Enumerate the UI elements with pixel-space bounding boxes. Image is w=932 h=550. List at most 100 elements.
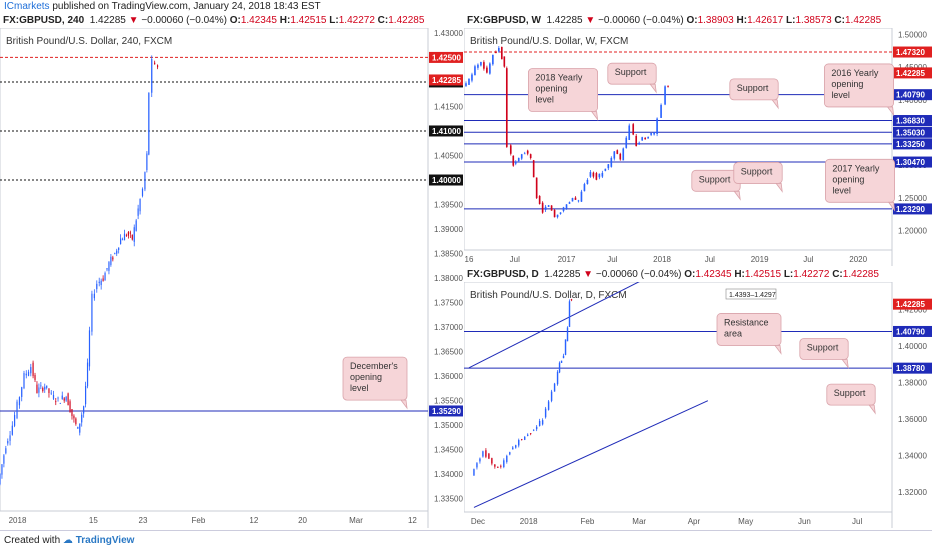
annotation-callout[interactable]: Support <box>733 162 783 193</box>
last-price-box <box>893 67 932 79</box>
annotation-callout[interactable]: Support <box>729 78 779 110</box>
high-value: 1.42617 <box>747 15 784 26</box>
price-label-box <box>429 125 463 137</box>
candle-body <box>559 212 562 214</box>
candle-body <box>595 173 598 180</box>
x-tick-label: 16 <box>465 255 474 264</box>
candle-body <box>517 157 520 161</box>
candle-body <box>125 235 128 237</box>
candle-body <box>465 83 467 86</box>
candle-body <box>515 445 517 448</box>
candle-body <box>571 198 574 202</box>
plot-area[interactable] <box>464 28 893 251</box>
plot-area[interactable] <box>0 28 429 512</box>
y-tick-label: 1.40000 <box>898 342 927 351</box>
y-tick-label: 1.38000 <box>898 378 927 387</box>
callout-pointer <box>774 345 782 355</box>
channel-upper-line[interactable] <box>468 282 653 369</box>
annotation-callout[interactable]: Support <box>607 62 657 94</box>
annotation-callout[interactable]: Support <box>826 383 876 415</box>
candle-body <box>566 327 569 342</box>
callout-box <box>342 356 408 401</box>
y-tick-label: 1.42000 <box>898 305 927 314</box>
candle-body <box>483 62 485 69</box>
plot-area[interactable] <box>464 282 893 513</box>
chart-4h[interactable]: British Pound/U.S. Dollar, 240, FXCM 1.43… <box>0 28 463 528</box>
candle-body <box>88 330 91 367</box>
range-label: 1.4393–1.4297 <box>729 292 776 299</box>
price-label-box <box>893 126 932 138</box>
price-value: 1.42285 <box>546 15 583 26</box>
candle-body <box>538 195 541 204</box>
chart-daily[interactable]: British Pound/U.S. Dollar, D, FXCM 1.4200… <box>464 282 932 528</box>
candle-body <box>610 157 613 167</box>
candle-body <box>544 408 547 418</box>
candle-body <box>46 385 48 388</box>
tradingview-logo-icon: ☁ <box>62 535 73 546</box>
publisher-name[interactable]: ICmarkets <box>4 1 50 12</box>
candle-body <box>535 426 538 430</box>
callout-text: Support <box>741 166 773 176</box>
callout-box <box>716 313 782 346</box>
annotation-callout[interactable]: Support <box>799 338 849 369</box>
x-tick-label: Jul <box>705 255 715 264</box>
callout-text: opening <box>831 79 863 89</box>
candle-body <box>23 373 25 389</box>
candle-body <box>40 385 42 387</box>
x-tick-label: 2018 <box>9 516 27 525</box>
y-tick-label: 1.40000 <box>898 96 927 105</box>
symbol-label: FX:GBPUSD, W <box>467 15 541 26</box>
candle-body <box>495 52 497 54</box>
candle-body <box>50 392 52 394</box>
symbol-label: FX:GBPUSD, 240 <box>3 15 85 26</box>
x-tick-label: 2018 <box>653 255 671 264</box>
candle-body <box>558 362 561 373</box>
last-price-label: 1.42285 <box>432 76 461 85</box>
candle-body <box>667 85 669 87</box>
down-arrow-icon: ▼ <box>128 15 139 26</box>
callout-text: December's <box>350 361 398 371</box>
price-label: 1.40790 <box>896 327 925 336</box>
candle-body <box>532 429 535 431</box>
channel-lower-line[interactable] <box>473 400 709 508</box>
candle-body <box>93 293 95 299</box>
candle-body <box>75 418 77 425</box>
candle-body <box>625 137 628 148</box>
callout-pointer <box>887 201 896 212</box>
candle-body <box>520 154 523 159</box>
candle-body <box>48 388 50 393</box>
candle-body <box>86 362 89 387</box>
low-value: 1.42272 <box>338 15 375 26</box>
callout-pointer <box>841 359 849 369</box>
candle-body <box>61 395 63 400</box>
x-tick-label: 12 <box>249 516 258 525</box>
candle-body <box>146 153 148 171</box>
tradingview-link[interactable]: TradingView <box>75 535 135 546</box>
callout-text: Support <box>834 388 866 398</box>
price-label-box <box>893 138 932 150</box>
price-label: 1.38780 <box>896 364 925 373</box>
candle-body <box>98 281 100 283</box>
candle-body <box>479 458 481 462</box>
x-tick-label: Mar <box>349 516 363 525</box>
callout-pointer <box>649 83 657 94</box>
callout-text: opening <box>350 372 382 382</box>
callout-text: Support <box>737 83 769 93</box>
candle-body <box>52 395 55 399</box>
y-tick-label: 1.20000 <box>898 226 927 235</box>
candle-body <box>83 406 85 414</box>
high-value: 1.42515 <box>290 15 327 26</box>
candle-body <box>102 278 104 281</box>
candle-body <box>116 250 118 254</box>
y-tick-label: 1.33500 <box>434 495 463 504</box>
candle-body <box>0 473 1 485</box>
chart-weekly[interactable]: British Pound/U.S. Dollar, W, FXCM 1.5000… <box>464 28 932 266</box>
callout-text: opening <box>832 174 864 184</box>
y-tick-label: 1.38500 <box>434 250 463 259</box>
candle-body <box>535 177 538 199</box>
